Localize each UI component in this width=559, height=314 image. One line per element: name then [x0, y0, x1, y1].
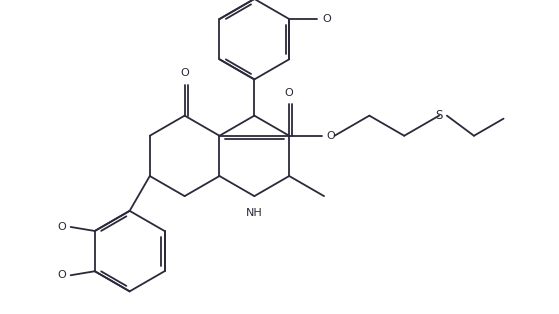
- Text: O: O: [323, 14, 331, 24]
- Text: O: O: [58, 270, 66, 280]
- Text: O: O: [58, 222, 66, 232]
- Text: O: O: [285, 88, 293, 98]
- Text: O: O: [180, 68, 189, 78]
- Text: O: O: [326, 131, 335, 141]
- Text: S: S: [435, 109, 443, 122]
- Text: NH: NH: [246, 208, 263, 219]
